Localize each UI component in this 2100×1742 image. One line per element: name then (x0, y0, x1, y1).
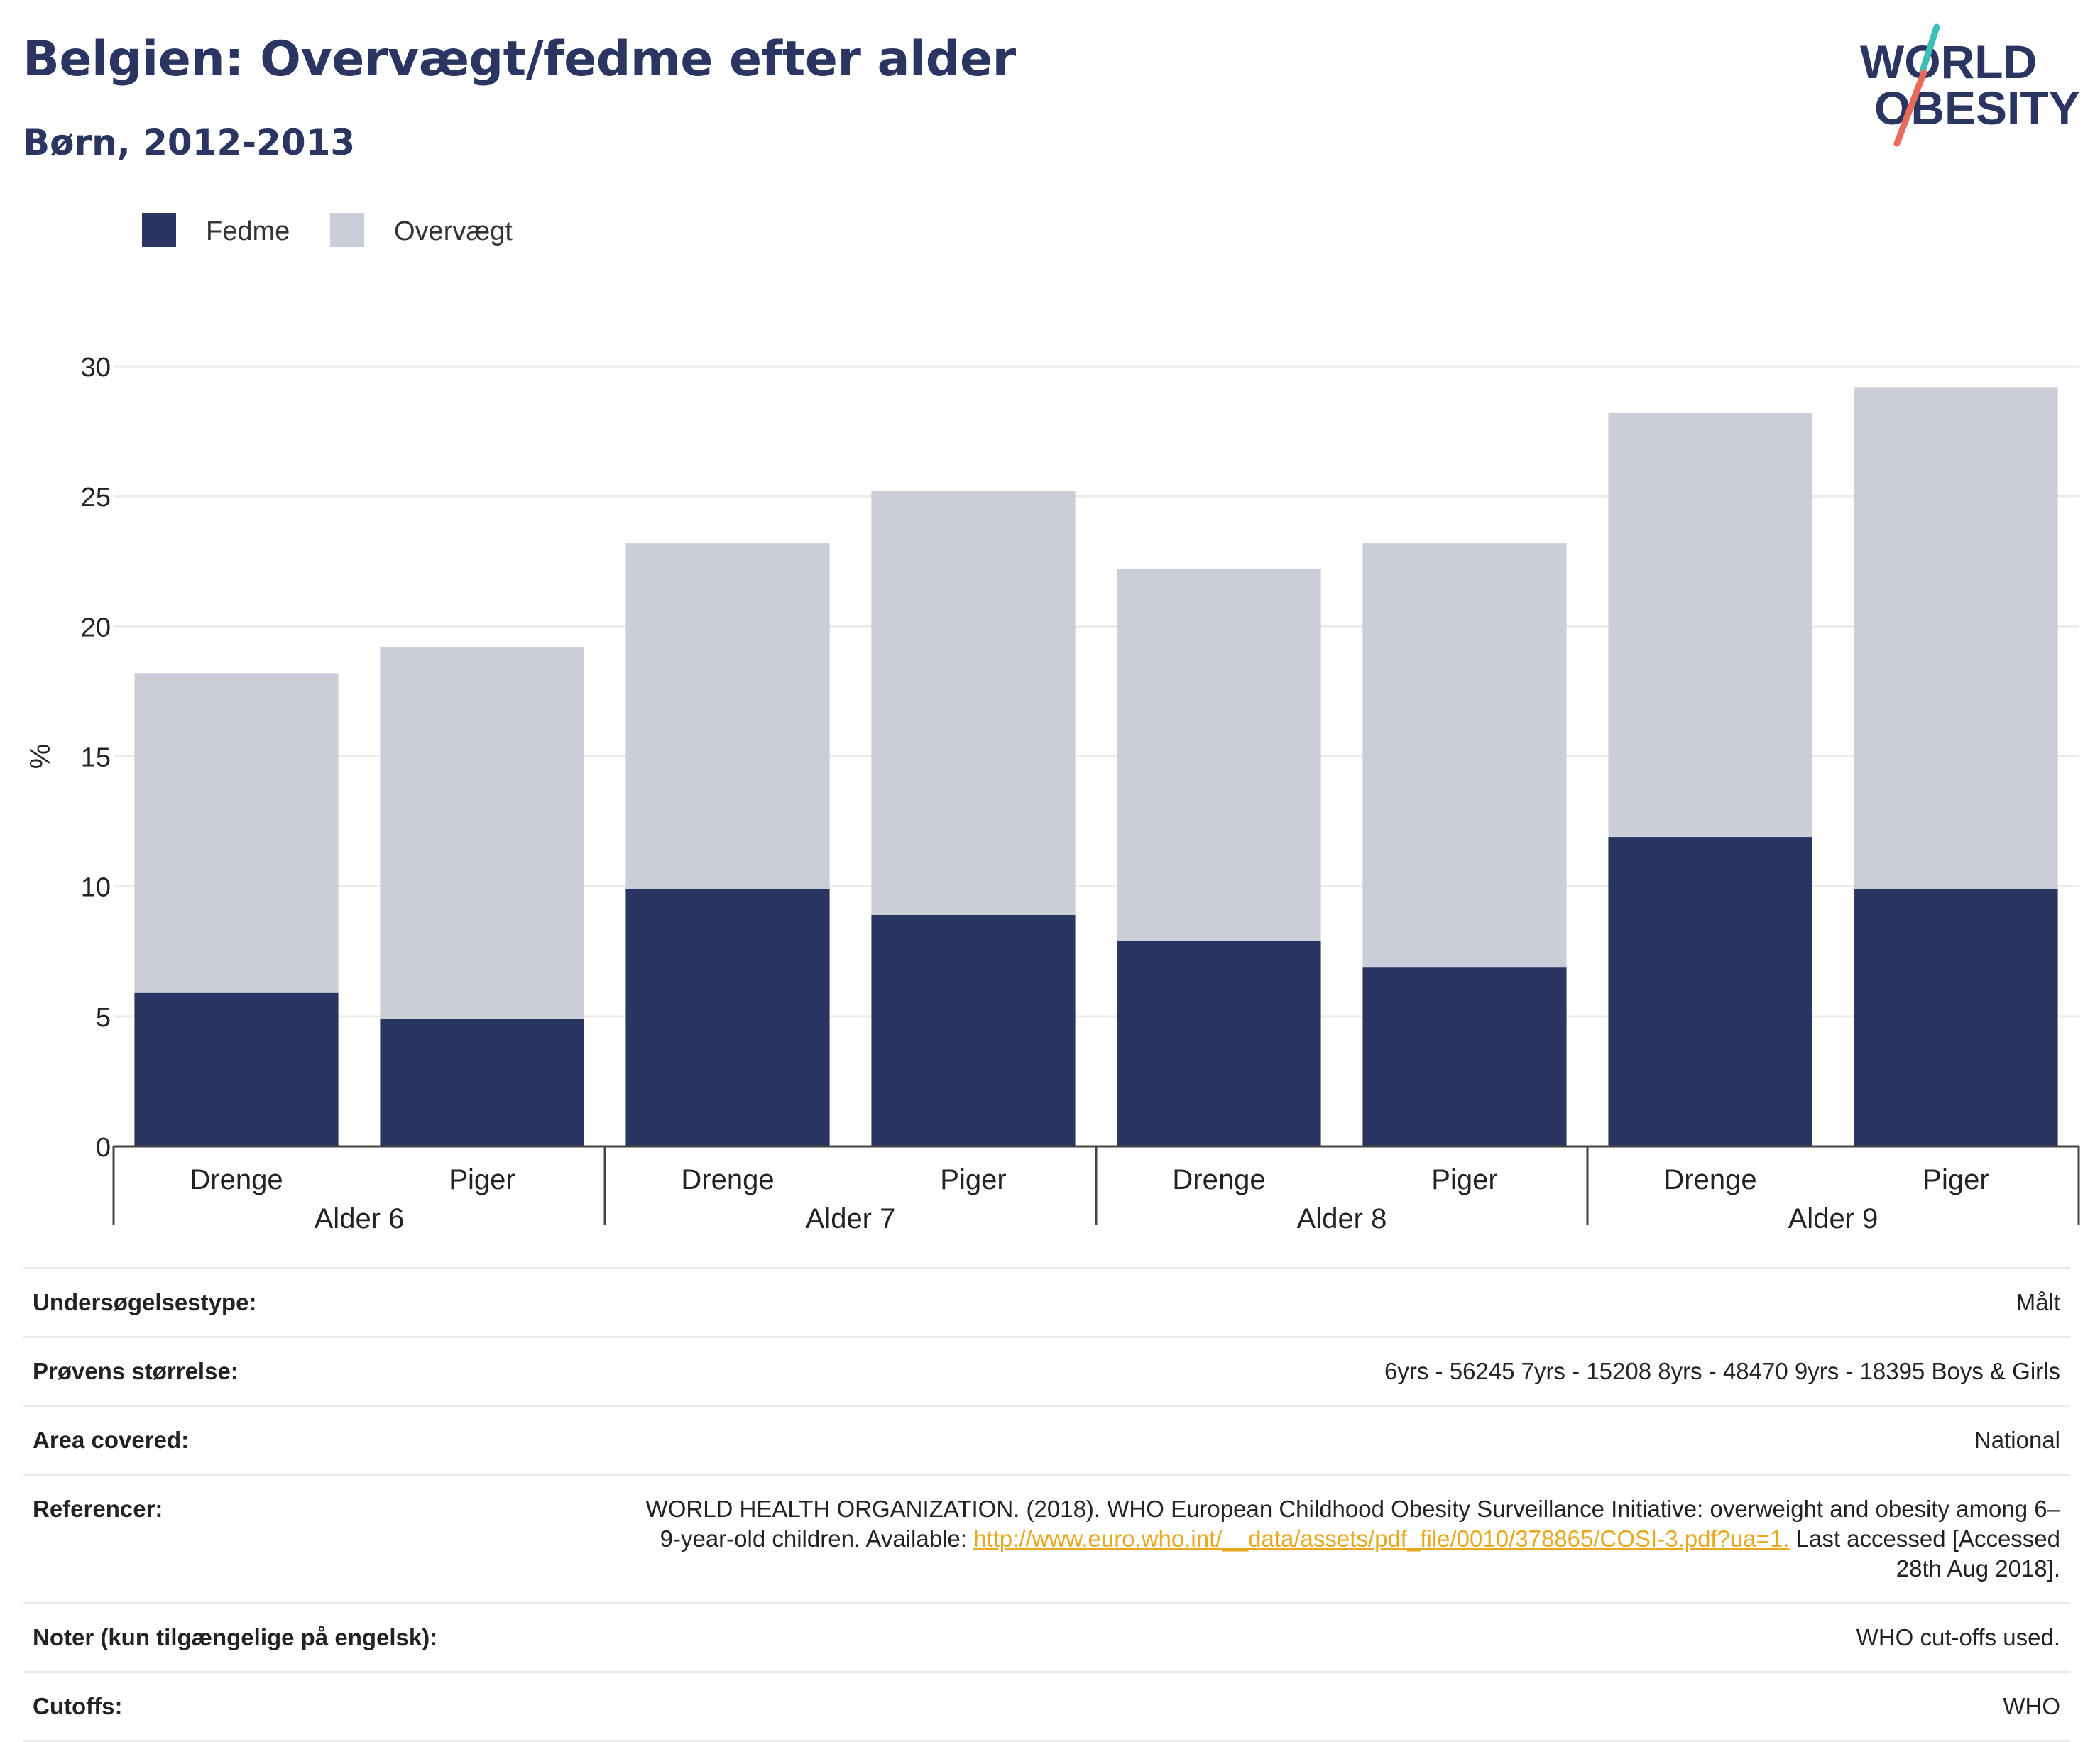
detail-row-reference: Referencer: WORLD HEALTH ORGANIZATION. (2… (23, 1474, 2070, 1604)
y-tick-label: 20 (81, 613, 111, 642)
y-tick-label: 15 (81, 743, 111, 773)
x-group-label: Alder 8 (1297, 1203, 1387, 1234)
detail-value: National (625, 1405, 2070, 1476)
detail-label: Area covered: (23, 1405, 625, 1476)
y-tick-label: 10 (81, 873, 111, 903)
y-axis-title: % (25, 744, 56, 769)
logo-slash-teal (1919, 23, 1940, 75)
x-tick-label: Piger (940, 1164, 1006, 1195)
detail-row: Area covered: National (23, 1405, 2070, 1476)
detail-label: Cutoffs: (23, 1671, 625, 1742)
x-tick-label: Piger (1431, 1164, 1497, 1195)
legend-swatch-overvaegt (330, 213, 364, 247)
y-tick-label: 25 (81, 483, 111, 513)
reference-link[interactable]: http://www.euro.who.int/__data/assets/pd… (973, 1525, 1790, 1552)
x-tick-label: Piger (1923, 1164, 1989, 1195)
bar-fedme (380, 1019, 584, 1146)
logo-slash-red (1893, 69, 1927, 147)
bar-overvaegt (380, 647, 584, 1019)
x-group-label: Alder 9 (1788, 1203, 1878, 1234)
details-body: Undersøgelsestype: Målt Prøvens størrelse:… (23, 1267, 2070, 1742)
detail-value: 6yrs - 56245 7yrs - 15208 8yrs - 48470 9… (625, 1336, 2070, 1407)
x-tick-label: Drenge (1663, 1164, 1756, 1195)
detail-value: Målt (625, 1267, 2070, 1338)
details-table: Undersøgelsestype: Målt Prøvens størrelse:… (23, 1267, 2070, 1742)
x-tick-label: Piger (449, 1164, 515, 1195)
bar-overvaegt (871, 491, 1076, 915)
bar-overvaegt (625, 543, 830, 889)
detail-row: Undersøgelsestype: Målt (23, 1267, 2070, 1338)
chart-title: Belgien: Overvægt/fedme efter alder (23, 31, 1016, 87)
x-tick-label: Drenge (1172, 1164, 1265, 1195)
bar-fedme (134, 992, 339, 1146)
bar-fedme (1117, 941, 1321, 1146)
legend-label: Overvægt (394, 217, 513, 246)
bar-overvaegt (1854, 387, 2058, 889)
detail-value: WORLD HEALTH ORGANIZATION. (2018). WHO E… (625, 1474, 2070, 1604)
bar-overvaegt (1362, 543, 1567, 968)
detail-label: Referencer: (23, 1474, 625, 1604)
detail-label: Noter (kun tilgængelige på engelsk): (23, 1602, 625, 1673)
bar-fedme (1608, 837, 1812, 1146)
bar-fedme (1362, 967, 1567, 1146)
detail-value: WHO cut-offs used. (625, 1602, 2070, 1673)
x-tick-label: Drenge (190, 1164, 283, 1195)
chart-subtitle: Børn, 2012-2013 (23, 122, 356, 163)
detail-row: Noter (kun tilgængelige på engelsk): WHO … (23, 1602, 2070, 1673)
detail-label: Undersøgelsestype: (23, 1267, 625, 1338)
bar-fedme (625, 889, 830, 1146)
legend-swatch-fedme (142, 213, 176, 247)
bar-fedme (1854, 889, 2058, 1146)
legend-label: Fedme (206, 217, 290, 246)
y-tick-label: 0 (96, 1133, 111, 1163)
detail-row: Prøvens størrelse: 6yrs - 56245 7yrs - 15… (23, 1336, 2070, 1407)
y-tick-label: 30 (81, 353, 111, 383)
bar-chart: Fedme Overvægt 0 5 10 15 20 25 30% Drenge Piger Dre… (25, 213, 2080, 1234)
world-obesity-logo: WORLD OBESITY (1860, 23, 2080, 147)
x-tick-label: Drenge (681, 1164, 774, 1195)
bar-overvaegt (134, 673, 339, 993)
x-group-label: Alder 6 (315, 1203, 405, 1234)
logo-word-1: WORLD (1860, 35, 2037, 88)
detail-value: WHO (625, 1671, 2070, 1742)
bar-fedme (871, 914, 1076, 1146)
bar-overvaegt (1117, 569, 1321, 941)
bar-overvaegt (1608, 412, 1812, 838)
detail-label: Prøvens størrelse: (23, 1336, 625, 1407)
detail-row: Cutoffs: WHO (23, 1671, 2070, 1742)
x-group-label: Alder 7 (806, 1203, 896, 1234)
y-tick-label: 5 (96, 1003, 111, 1033)
